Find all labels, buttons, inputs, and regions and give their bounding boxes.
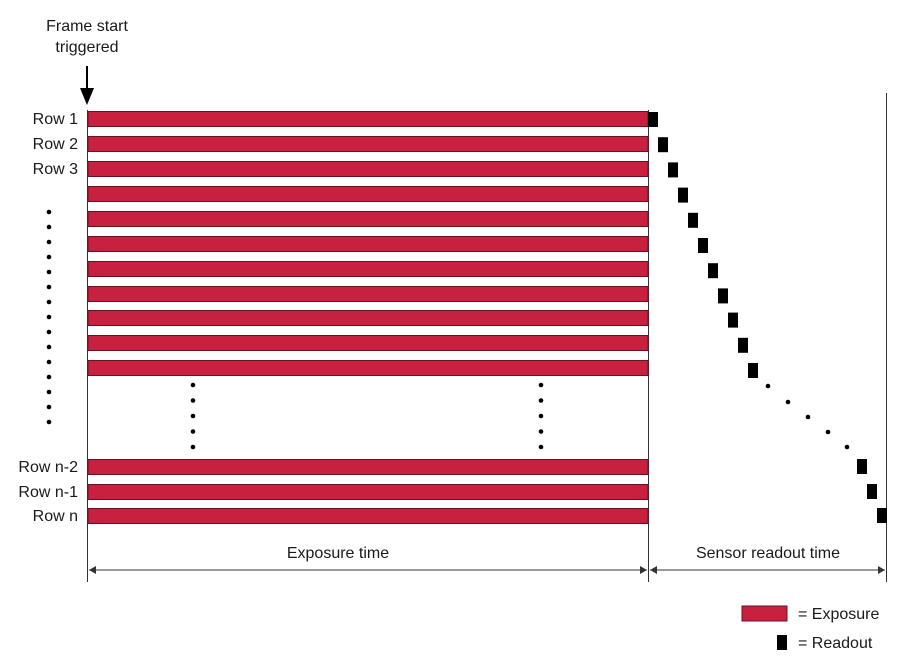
ellipsis-dot: [46, 404, 52, 410]
exposure-bar: [87, 236, 649, 252]
readout-block: [698, 238, 708, 253]
ellipsis-dot: [190, 382, 196, 388]
readout-block: [877, 508, 887, 523]
readout-block: [748, 363, 758, 378]
ellipsis-group: [46, 209, 850, 450]
legend-exposure-swatch: [741, 605, 788, 622]
readout-block: [867, 484, 877, 499]
ellipsis-dot: [190, 444, 196, 450]
exposure-span-arrow-right: [640, 566, 647, 574]
ellipsis-dot: [46, 209, 52, 215]
trigger-arrow-head: [80, 88, 94, 105]
ellipsis-dot: [46, 389, 52, 395]
readout-block: [738, 337, 748, 353]
exposure-span-arrow-left: [89, 566, 96, 574]
trigger-label-line1: Frame start: [46, 18, 128, 35]
readout-block: [728, 312, 738, 328]
exposure-bar: [87, 286, 649, 302]
legend-readout-swatch: [777, 635, 787, 650]
row-label: Row 3: [33, 161, 78, 178]
readout-span-arrow-right: [878, 566, 885, 574]
exposure-bar: [87, 161, 649, 177]
ellipsis-dot: [190, 429, 196, 434]
readout-block: [678, 187, 688, 203]
ellipsis-dot: [46, 224, 52, 230]
legend-exposure-label: = Exposure: [798, 606, 879, 623]
row-label: Row n-1: [18, 484, 78, 501]
exposure-bar: [87, 111, 649, 127]
exposure-bar: [87, 136, 649, 152]
ellipsis-dot: [825, 429, 831, 435]
trigger-label-line2: triggered: [55, 39, 118, 56]
ellipsis-dot: [46, 314, 52, 320]
ellipsis-dot: [46, 329, 52, 335]
ellipsis-dot: [46, 254, 52, 260]
ellipsis-dot: [46, 419, 52, 425]
readout-block: [708, 263, 718, 279]
ellipsis-dot: [538, 429, 544, 434]
exposure-bar: [87, 261, 649, 277]
ellipsis-dot: [190, 413, 196, 419]
exposure-bar: [87, 186, 649, 202]
ellipsis-dot: [765, 383, 771, 389]
exposure-time-label: Exposure time: [287, 545, 389, 562]
exposure-bar: [87, 335, 649, 351]
readout-block: [648, 112, 658, 127]
exposure-bar: [87, 484, 649, 500]
exposure-bar: [87, 211, 649, 227]
readout-span-arrow-left: [650, 566, 657, 574]
exposure-bar: [87, 508, 649, 524]
readout-time-label: Sensor readout time: [696, 545, 840, 562]
exposure-bar: [87, 360, 649, 376]
row-label: Row n: [33, 508, 78, 525]
readout-block: [718, 288, 728, 304]
ellipsis-dot: [46, 299, 52, 305]
ellipsis-dot: [46, 269, 52, 275]
readout-group: [648, 112, 887, 523]
ellipsis-dot: [538, 398, 544, 403]
legend-readout-label: = Readout: [798, 635, 873, 652]
exposure-bar: [87, 310, 649, 326]
row-label: Row n-2: [18, 459, 78, 476]
exposure-bar: [87, 459, 649, 475]
ellipsis-dot: [538, 413, 544, 419]
ellipsis-dot: [785, 399, 791, 405]
row-label: Row 2: [33, 136, 78, 153]
ellipsis-dot: [538, 382, 544, 388]
ellipsis-dot: [46, 344, 52, 350]
ellipsis-dot: [844, 444, 850, 450]
readout-block: [668, 162, 678, 178]
ellipsis-dot: [805, 414, 811, 420]
ellipsis-dot: [190, 398, 196, 403]
readout-block: [688, 212, 698, 228]
row-label: Row 1: [33, 111, 78, 128]
ellipsis-dot: [46, 359, 52, 365]
readout-block: [857, 459, 867, 474]
readout-block: [658, 137, 668, 153]
ellipsis-dot: [46, 374, 52, 380]
ellipsis-dot: [538, 444, 544, 450]
ellipsis-dot: [46, 239, 52, 245]
ellipsis-dot: [46, 284, 52, 290]
row-group: Row 1 Row 2 Row 3 Row n-2 Row n-1 Row n: [18, 111, 649, 525]
